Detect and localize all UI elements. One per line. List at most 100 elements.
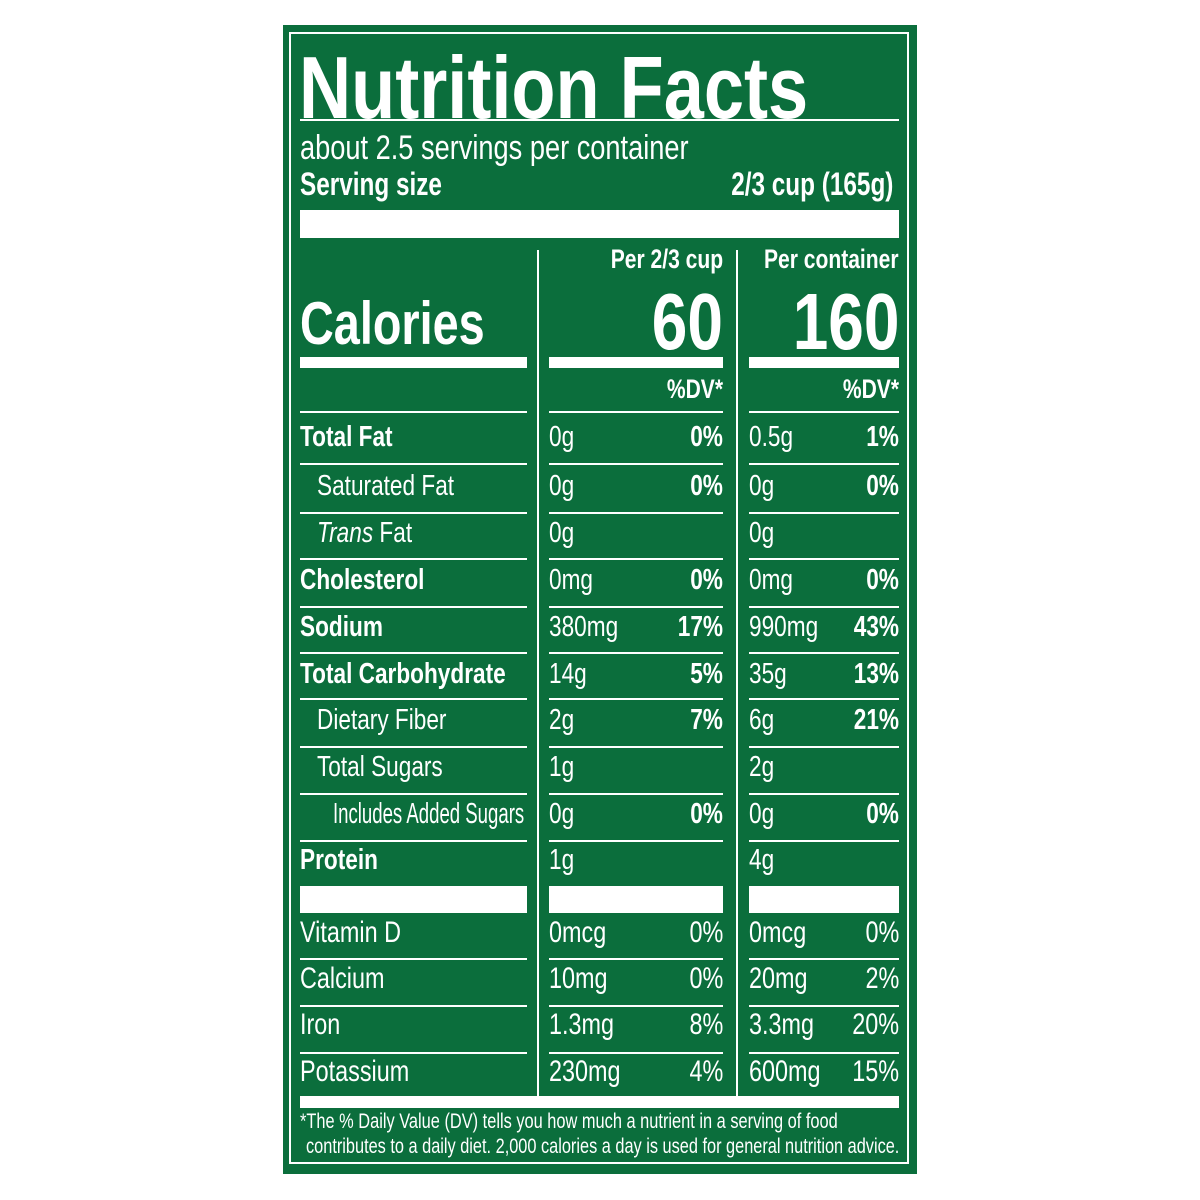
nutrient-amount: 1g <box>549 844 575 876</box>
column-header: Per 2/3 cup <box>610 244 723 274</box>
nutrient-name: Cholesterol <box>300 564 425 596</box>
vitamin-amount: 1.3mg <box>549 1008 615 1041</box>
nutrient-name-italic-part: Trans <box>317 517 374 549</box>
nutrient-name: Total Sugars <box>317 751 443 783</box>
row-rule <box>549 1052 723 1054</box>
row-rule <box>749 606 899 608</box>
vitamin-dv: 4% <box>689 1055 723 1088</box>
row-rule <box>549 463 723 465</box>
row-rule <box>549 512 723 514</box>
row-rule <box>749 512 899 514</box>
row-rule <box>549 558 723 560</box>
calories-rule <box>549 357 723 368</box>
column-header: Per container <box>764 244 899 274</box>
vitamin-dv: 2% <box>865 962 899 995</box>
nutrient-dv: 0% <box>690 564 723 596</box>
footnote-line-1: *The % Daily Value (DV) tells you how mu… <box>300 1110 838 1133</box>
servings-per-container: about 2.5 servings per container <box>300 129 689 167</box>
thick-rule-vitamins <box>549 886 723 913</box>
row-rule <box>549 746 723 748</box>
row-rule <box>749 840 899 842</box>
vitamin-dv: 0% <box>865 916 899 949</box>
nutrient-dv: 0% <box>866 564 899 596</box>
thick-rule-vitamins <box>749 886 899 913</box>
vitamin-amount: 3.3mg <box>749 1008 815 1041</box>
column-divider-1 <box>537 250 539 1108</box>
nutrient-name: Sodium <box>300 611 383 643</box>
nutrient-name: Total Fat <box>300 421 393 453</box>
nutrient-amount: 0.5g <box>749 421 794 453</box>
row-rule <box>549 698 723 700</box>
nutrient-dv: 7% <box>690 704 723 736</box>
row-rule <box>300 652 527 654</box>
nutrient-amount: 0g <box>549 421 575 453</box>
nutrient-amount: 2g <box>749 751 775 783</box>
row-rule <box>549 606 723 608</box>
calories-value: 60 <box>651 277 723 366</box>
nutrient-amount: 0g <box>749 517 775 549</box>
nutrient-amount: 1g <box>549 751 575 783</box>
row-rule <box>300 1052 527 1054</box>
nutrient-name: Includes Added Sugars <box>333 798 525 830</box>
nutrient-amount: 380mg <box>549 611 619 643</box>
nutrient-amount: 4g <box>749 844 775 876</box>
thick-rule-vitamins <box>300 886 527 913</box>
row-rule <box>549 958 723 960</box>
vitamin-dv: 20% <box>852 1008 899 1041</box>
nutrient-name: Trans Fat <box>317 519 412 548</box>
nutrient-name-rest: Fat <box>373 517 413 549</box>
row-rule <box>549 793 723 795</box>
nutrient-dv: 0% <box>690 798 723 830</box>
vitamin-dv: 0% <box>689 962 723 995</box>
thick-rule-bottom <box>300 1096 899 1108</box>
row-rule <box>300 463 527 465</box>
dv-header: %DV* <box>842 374 899 404</box>
vitamin-name: Iron <box>300 1008 341 1041</box>
nutrient-name: Dietary Fiber <box>317 704 447 736</box>
nutrient-name: Total Carbohydrate <box>300 658 506 690</box>
row-rule <box>749 958 899 960</box>
row-rule <box>749 558 899 560</box>
nutrient-name: Protein <box>300 844 378 876</box>
row-rule <box>549 1005 723 1007</box>
row-rule <box>549 652 723 654</box>
row-rule <box>300 558 527 560</box>
nutrient-amount: 14g <box>549 658 587 690</box>
nutrient-dv: 0% <box>866 470 899 502</box>
nutrient-dv: 0% <box>690 470 723 502</box>
thick-rule-top <box>300 210 899 238</box>
row-rule <box>300 793 527 795</box>
serving-size-value: 2/3 cup (165g) <box>730 166 893 202</box>
calories-rule <box>300 357 527 368</box>
row-rule <box>749 463 899 465</box>
nutrient-amount: 35g <box>749 658 787 690</box>
nutrient-amount: 0g <box>549 470 575 502</box>
vitamin-amount: 10mg <box>549 962 608 995</box>
row-rule <box>300 746 527 748</box>
vitamin-name: Calcium <box>300 962 385 995</box>
vitamin-dv: 0% <box>689 916 723 949</box>
row-rule <box>300 958 527 960</box>
dv-header: %DV* <box>666 374 723 404</box>
calories-label: Calories <box>300 290 485 357</box>
vitamin-amount: 600mg <box>749 1055 821 1088</box>
row-rule <box>749 698 899 700</box>
row-rule <box>300 1005 527 1007</box>
nutrient-dv: 5% <box>690 658 723 690</box>
row-rule <box>300 512 527 514</box>
row-rule <box>300 840 527 842</box>
dv-rule <box>749 411 899 413</box>
row-rule <box>749 1052 899 1054</box>
vitamin-amount: 230mg <box>549 1055 621 1088</box>
calories-value: 160 <box>792 277 899 366</box>
nutrient-amount: 0g <box>549 798 575 830</box>
row-rule <box>749 746 899 748</box>
row-rule <box>749 1005 899 1007</box>
nutrient-dv: 1% <box>866 421 899 453</box>
vitamin-dv: 8% <box>689 1008 723 1041</box>
row-rule <box>300 606 527 608</box>
title-rule <box>300 119 899 121</box>
nutrient-amount: 990mg <box>749 611 819 643</box>
dv-rule <box>300 411 527 413</box>
nutrient-amount: 2g <box>549 704 575 736</box>
